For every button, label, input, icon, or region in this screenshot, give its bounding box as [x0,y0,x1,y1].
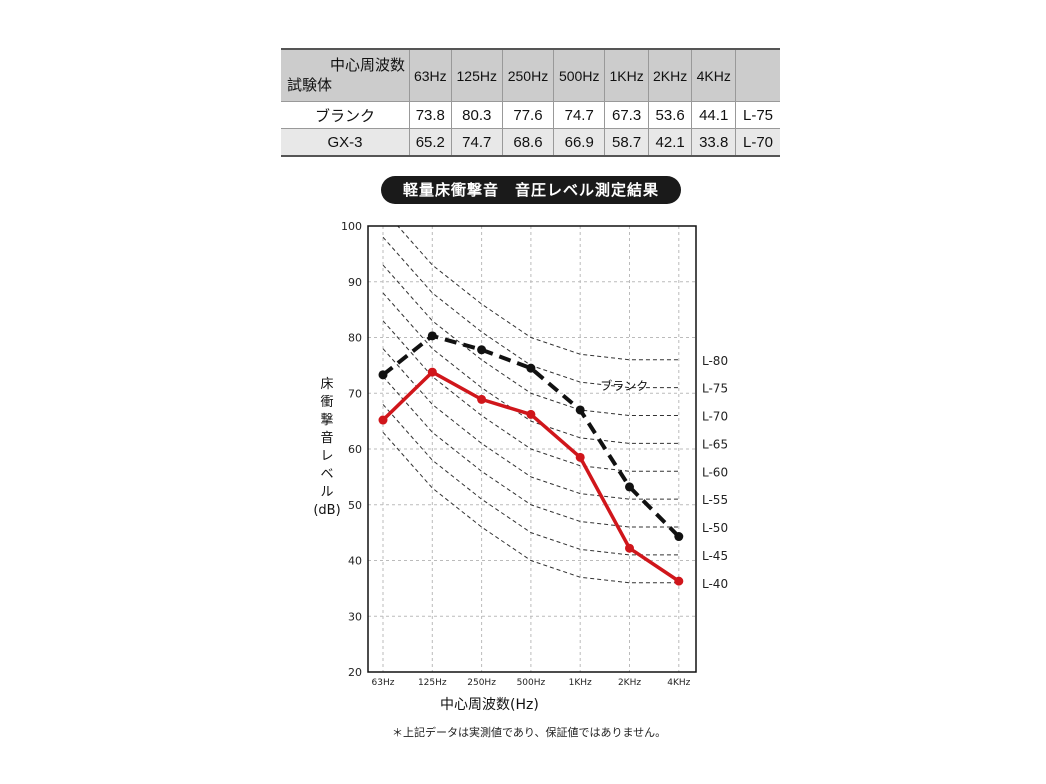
x-tick-label: 125Hz [418,678,447,688]
table-cell: L-70 [735,128,780,157]
data-point [674,576,684,586]
reference-curve [382,348,679,500]
reference-curve [382,320,679,472]
reference-curve-label: L-50 [702,521,728,535]
data-point [378,415,388,425]
y-tick-label: 20 [348,666,362,679]
y-tick-label: 70 [348,387,362,400]
header-cell: 1KHz [604,49,649,102]
table-cell: 42.1 [647,128,692,157]
data-table: 中心周波数 試験体 63Hz 125Hz 250Hz 500Hz 1KHz 2K… [281,48,780,157]
table-cell: 74.7 [450,128,503,157]
reference-curve-label: L-55 [702,493,728,507]
reference-curve-label: L-75 [702,382,728,396]
header-cell: 500Hz [553,49,605,102]
header-cell: 125Hz [450,49,503,102]
table-cell: 67.3 [604,101,649,129]
table-row: ブランク 73.8 80.3 77.6 74.7 67.3 53.6 44.1 … [281,101,780,129]
x-tick-label: 250Hz [467,678,496,688]
header-cell: 4KHz [691,49,736,102]
table-cell: 66.9 [553,128,605,157]
plot-frame [367,225,697,673]
table-cell: 80.3 [450,101,503,129]
reference-curve [397,226,679,361]
table-cell: 58.7 [604,128,649,157]
y-tick-label: 40 [348,555,362,568]
row-name: GX-3 [281,128,410,157]
reference-curve [382,376,679,528]
table-cell: 65.2 [409,128,452,157]
data-point [575,405,585,415]
y-tick-label: 50 [348,499,362,512]
y-tick-label: 60 [348,443,362,456]
reference-curve-label: L-60 [702,465,728,479]
row-name: ブランク [281,101,410,129]
series-label: ブランク [600,378,648,393]
data-point [575,452,585,462]
data-point [477,394,487,404]
data-point [378,370,388,380]
y-tick-label: 30 [348,610,362,623]
x-tick-label: 63Hz [372,678,395,688]
data-point [526,409,536,419]
x-tick-label: 2KHz [618,678,641,688]
y-tick-label: 90 [348,276,362,289]
x-tick-label: 500Hz [517,678,546,688]
footnote: ＊上記データは実測値であり、保証値ではありません。 [392,726,667,739]
reference-curve-label: L-45 [702,549,728,563]
reference-curve [382,431,679,584]
table-cell: 33.8 [691,128,736,157]
header-cell: 250Hz [501,49,554,102]
reference-curve [382,264,679,417]
y-tick-label: 100 [341,220,362,233]
table-header-row: 中心周波数 試験体 63Hz 125Hz 250Hz 500Hz 1KHz 2K… [281,49,780,102]
table-cell: L-75 [735,101,780,129]
x-tick-label: 1KHz [569,678,592,688]
header-cell: 2KHz [647,49,692,102]
data-point [625,543,634,553]
table-cell: 74.7 [553,101,605,129]
header-cell: 63Hz [409,49,452,102]
reference-curve-label: L-70 [702,410,728,424]
chart-title: 軽量床衝撃音 音圧レベル測定結果 [381,176,681,204]
header-specimen-label: 試験体 [287,77,333,94]
table-cell: 53.6 [647,101,692,129]
reference-curve-label: L-80 [702,354,728,368]
header-cell [735,49,780,102]
table-cell: 77.6 [501,101,554,129]
table-corner-cell: 中心周波数 試験体 [281,49,410,102]
data-point [625,482,634,492]
reference-curve-label: L-65 [702,437,728,451]
data-point [674,532,684,542]
data-point [427,367,437,377]
table-cell: 68.6 [501,128,554,157]
data-point [427,331,437,341]
data-point [526,363,536,373]
table-row: GX-3 65.2 74.7 68.6 66.9 58.7 42.1 33.8 … [281,128,780,157]
table-cell: 44.1 [691,101,736,129]
header-frequency-label: 中心周波数 [329,57,405,74]
reference-curve [382,404,679,556]
y-tick-label: 80 [348,332,362,345]
reference-curve-label: L-40 [702,577,728,591]
table-cell: 73.8 [409,101,452,129]
x-axis-title: 中心周波数(Hz) [440,697,539,713]
y-axis-title: 床衝撃音レベル (dB) [313,377,341,518]
x-tick-label: 4KHz [667,678,690,688]
data-point [477,345,487,355]
reference-curve [382,292,679,444]
